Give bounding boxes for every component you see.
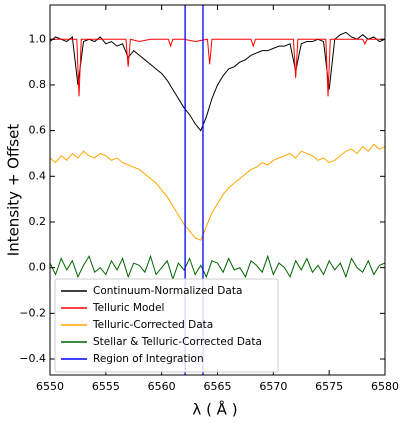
- x-tick-label: 6570: [259, 380, 287, 393]
- x-tick-label: 6580: [371, 380, 399, 393]
- x-tick-label: 6565: [204, 380, 232, 393]
- x-tick-label: 6550: [36, 380, 64, 393]
- x-tick-label: 6575: [315, 380, 343, 393]
- y-tick-label: 0.2: [29, 215, 47, 228]
- series-line: [50, 38, 385, 97]
- y-tick-label: −0.4: [19, 352, 46, 365]
- x-tick-label: 6555: [92, 380, 120, 393]
- legend-label: Telluric-Corrected Data: [92, 319, 213, 331]
- series-line: [50, 31, 385, 132]
- y-tick-label: 0.8: [29, 78, 47, 91]
- legend: Continuum-Normalized Data Telluric Model T…: [54, 278, 279, 373]
- legend-label: Stellar & Telluric-Corrected Data: [93, 336, 262, 348]
- y-tick-label: 1.0: [29, 32, 47, 45]
- legend-label: Telluric Model: [92, 302, 164, 314]
- series-line: [50, 143, 385, 241]
- y-tick-label: −0.2: [19, 306, 46, 319]
- y-axis-label: Intensity + Offset: [5, 124, 23, 257]
- y-tick-label: 0.6: [29, 124, 47, 137]
- x-axis-label: λ ( Å ): [192, 400, 237, 419]
- y-tick-label: 0.4: [29, 169, 47, 182]
- legend-box: [54, 278, 279, 373]
- y-tick-label: 0.0: [29, 261, 47, 274]
- legend-label: Region of Integration: [93, 353, 204, 365]
- plot: [50, 31, 385, 281]
- series-line: [50, 254, 385, 281]
- x-tick-label: 6560: [148, 380, 176, 393]
- legend-label: Continuum-Normalized Data: [93, 285, 242, 297]
